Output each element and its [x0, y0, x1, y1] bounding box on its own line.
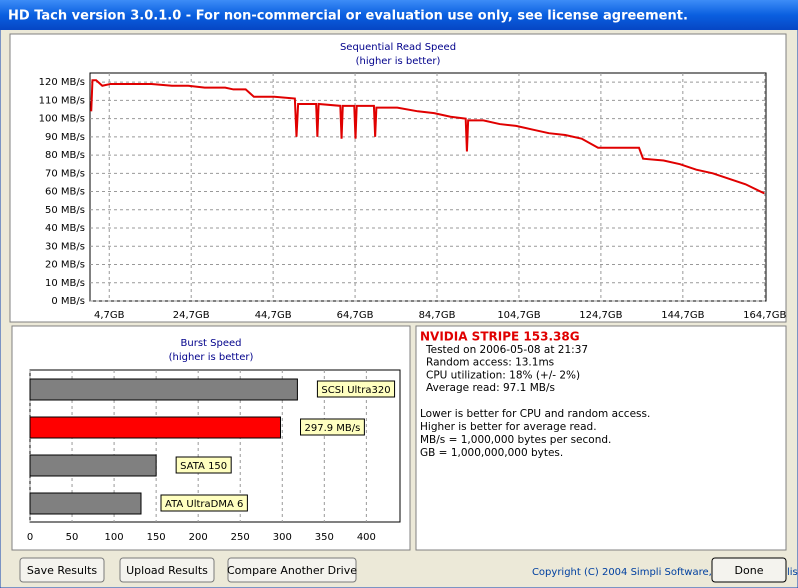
x-tick-label: 100 [105, 532, 124, 543]
bar-label-box [300, 418, 365, 436]
x-tick-label: 50 [66, 532, 79, 543]
y-tick-label: 50 MB/s [45, 205, 85, 216]
button-label[interactable]: Save Results [27, 564, 97, 577]
x-tick-label: 104,7GB [497, 310, 540, 321]
x-tick-label: 4,7GB [94, 310, 125, 321]
y-tick-label: 30 MB/s [45, 241, 85, 252]
plot-area [89, 72, 767, 302]
bar-label: SATA 150 [180, 461, 227, 472]
info-detail: CPU utilization: 18% (+/- 2%) [426, 369, 580, 381]
read-subtitle: (higher is better) [356, 56, 441, 67]
read-line [90, 79, 765, 195]
x-tick-label: 250 [231, 532, 250, 543]
info-title: NVIDIA STRIPE 153.38G [420, 330, 580, 344]
burst-bar [29, 492, 142, 515]
burst-bar [29, 454, 157, 477]
button[interactable] [19, 557, 105, 583]
x-tick-label: 144,7GB [661, 310, 704, 321]
burst-bar [29, 416, 282, 439]
bar-label: SCSI Ultra320 [321, 385, 390, 396]
x-tick-label: 24,7GB [173, 310, 210, 321]
info-note: MB/s = 1,000,000 bytes per second. [420, 434, 611, 446]
y-tick-label: 40 MB/s [45, 223, 85, 234]
y-tick-label: 10 MB/s [45, 278, 85, 289]
button-label[interactable]: Upload Results [126, 564, 208, 577]
x-tick-label: 150 [147, 532, 166, 543]
y-tick-label: 100 MB/s [39, 114, 85, 125]
button[interactable] [227, 557, 357, 583]
x-tick-label: 124,7GB [579, 310, 622, 321]
y-tick-label: 110 MB/s [39, 95, 85, 106]
x-tick-label: 84,7GB [419, 310, 456, 321]
info-detail: Random access: 13.1ms [426, 357, 554, 369]
bar-label-box [160, 494, 248, 512]
bar-label-box [175, 456, 232, 474]
y-tick-label: 20 MB/s [45, 260, 85, 271]
burst-title: Burst Speed [181, 338, 242, 349]
copyright: Copyright (C) 2004 Simpli Software, Inc.… [532, 567, 798, 578]
x-tick-label: 0 [27, 532, 33, 543]
x-tick-label: 300 [273, 532, 292, 543]
bar-label-box [316, 380, 396, 398]
info-note: Lower is better for CPU and random acces… [420, 408, 650, 420]
button[interactable] [711, 557, 787, 583]
bar-label: ATA UltraDMA 6 [165, 499, 243, 510]
y-tick-label: 0 MB/s [51, 296, 85, 307]
info-detail: Tested on 2006-05-08 at 21:37 [425, 344, 588, 356]
bar-label: 297.9 MB/s [305, 423, 361, 434]
burst-subtitle: (higher is better) [169, 352, 254, 363]
y-tick-label: 90 MB/s [45, 132, 85, 143]
info-panel [415, 325, 787, 551]
x-tick-label: 350 [315, 532, 334, 543]
y-tick-label: 60 MB/s [45, 187, 85, 198]
burst-bar [29, 378, 298, 401]
y-tick-label: 80 MB/s [45, 150, 85, 161]
x-tick-label: 64,7GB [337, 310, 374, 321]
x-tick-label: 164,7GB [743, 310, 786, 321]
info-note: GB = 1,000,000,000 bytes. [420, 447, 563, 459]
read-title: Sequential Read Speed [340, 42, 456, 53]
button-label[interactable]: Done [735, 564, 764, 577]
x-tick-label: 44,7GB [255, 310, 292, 321]
y-tick-label: 120 MB/s [39, 77, 85, 88]
x-tick-label: 400 [357, 532, 376, 543]
info-detail: Average read: 97.1 MB/s [426, 382, 555, 394]
window-title: HD Tach version 3.0.1.0 - For non-commer… [8, 9, 688, 24]
button-label[interactable]: Compare Another Drive [227, 564, 357, 577]
x-tick-label: 200 [189, 532, 208, 543]
title-bar [0, 0, 798, 30]
y-tick-label: 70 MB/s [45, 168, 85, 179]
info-note: Higher is better for average read. [420, 421, 597, 433]
button[interactable] [119, 557, 215, 583]
